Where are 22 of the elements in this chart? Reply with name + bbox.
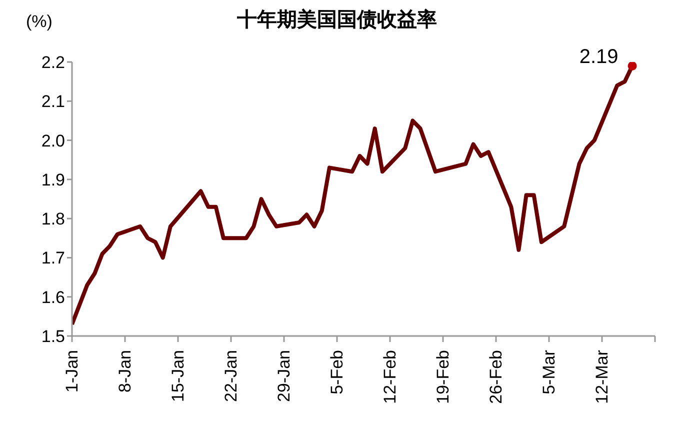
x-tick-label: 8-Jan [116,350,134,393]
x-tick-label: 1-Jan [62,350,82,393]
y-tick-label: 1.9 [41,170,65,190]
x-tick-label: 5-Mar [540,350,558,394]
x-tick-label: 29-Jan [274,350,294,402]
y-axis-title: (%) [26,12,52,32]
x-tick-label: 19-Feb [434,350,452,404]
y-tick-label: 1.5 [41,327,65,346]
y-tick-label: 1.8 [41,210,65,229]
chart-title: 十年期美国国债收益率 [237,9,437,31]
x-tick-label: 15-Jan [168,350,188,402]
y-tick-label: 1.7 [41,248,65,268]
annotation: 2.19 [579,46,618,68]
x-tick-label: 22-Jan [222,350,240,402]
x-tick-label: 26-Feb [486,350,506,404]
y-tick-label: 2.2 [41,53,65,72]
x-tick-label: 12-Feb [380,350,400,404]
y-tick-label: 1.6 [41,288,65,307]
y-tick-label: 2.1 [41,92,65,112]
y-tick-label: 2.0 [41,131,65,150]
x-tick-label: 12-Mar [592,350,612,404]
x-tick-label: 5-Feb [328,350,346,394]
